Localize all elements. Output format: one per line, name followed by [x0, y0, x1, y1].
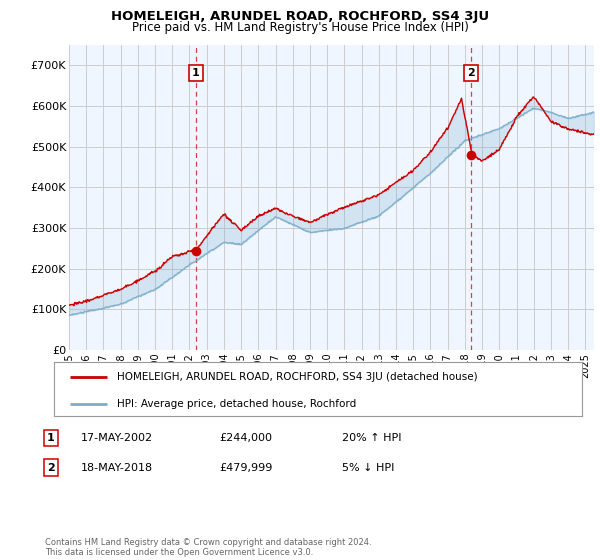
Text: HOMELEIGH, ARUNDEL ROAD, ROCHFORD, SS4 3JU (detached house): HOMELEIGH, ARUNDEL ROAD, ROCHFORD, SS4 3…	[118, 372, 478, 382]
Text: 1: 1	[192, 68, 200, 78]
Text: HOMELEIGH, ARUNDEL ROAD, ROCHFORD, SS4 3JU: HOMELEIGH, ARUNDEL ROAD, ROCHFORD, SS4 3…	[111, 10, 489, 22]
Text: 1: 1	[47, 433, 55, 443]
Text: 18-MAY-2018: 18-MAY-2018	[81, 463, 153, 473]
Text: £479,999: £479,999	[219, 463, 272, 473]
Text: 17-MAY-2002: 17-MAY-2002	[81, 433, 153, 443]
Text: Contains HM Land Registry data © Crown copyright and database right 2024.
This d: Contains HM Land Registry data © Crown c…	[45, 538, 371, 557]
Text: 5% ↓ HPI: 5% ↓ HPI	[342, 463, 394, 473]
Text: 2: 2	[47, 463, 55, 473]
Text: HPI: Average price, detached house, Rochford: HPI: Average price, detached house, Roch…	[118, 399, 356, 409]
Text: £244,000: £244,000	[219, 433, 272, 443]
Text: 2: 2	[467, 68, 475, 78]
Text: 20% ↑ HPI: 20% ↑ HPI	[342, 433, 401, 443]
Text: Price paid vs. HM Land Registry's House Price Index (HPI): Price paid vs. HM Land Registry's House …	[131, 21, 469, 34]
